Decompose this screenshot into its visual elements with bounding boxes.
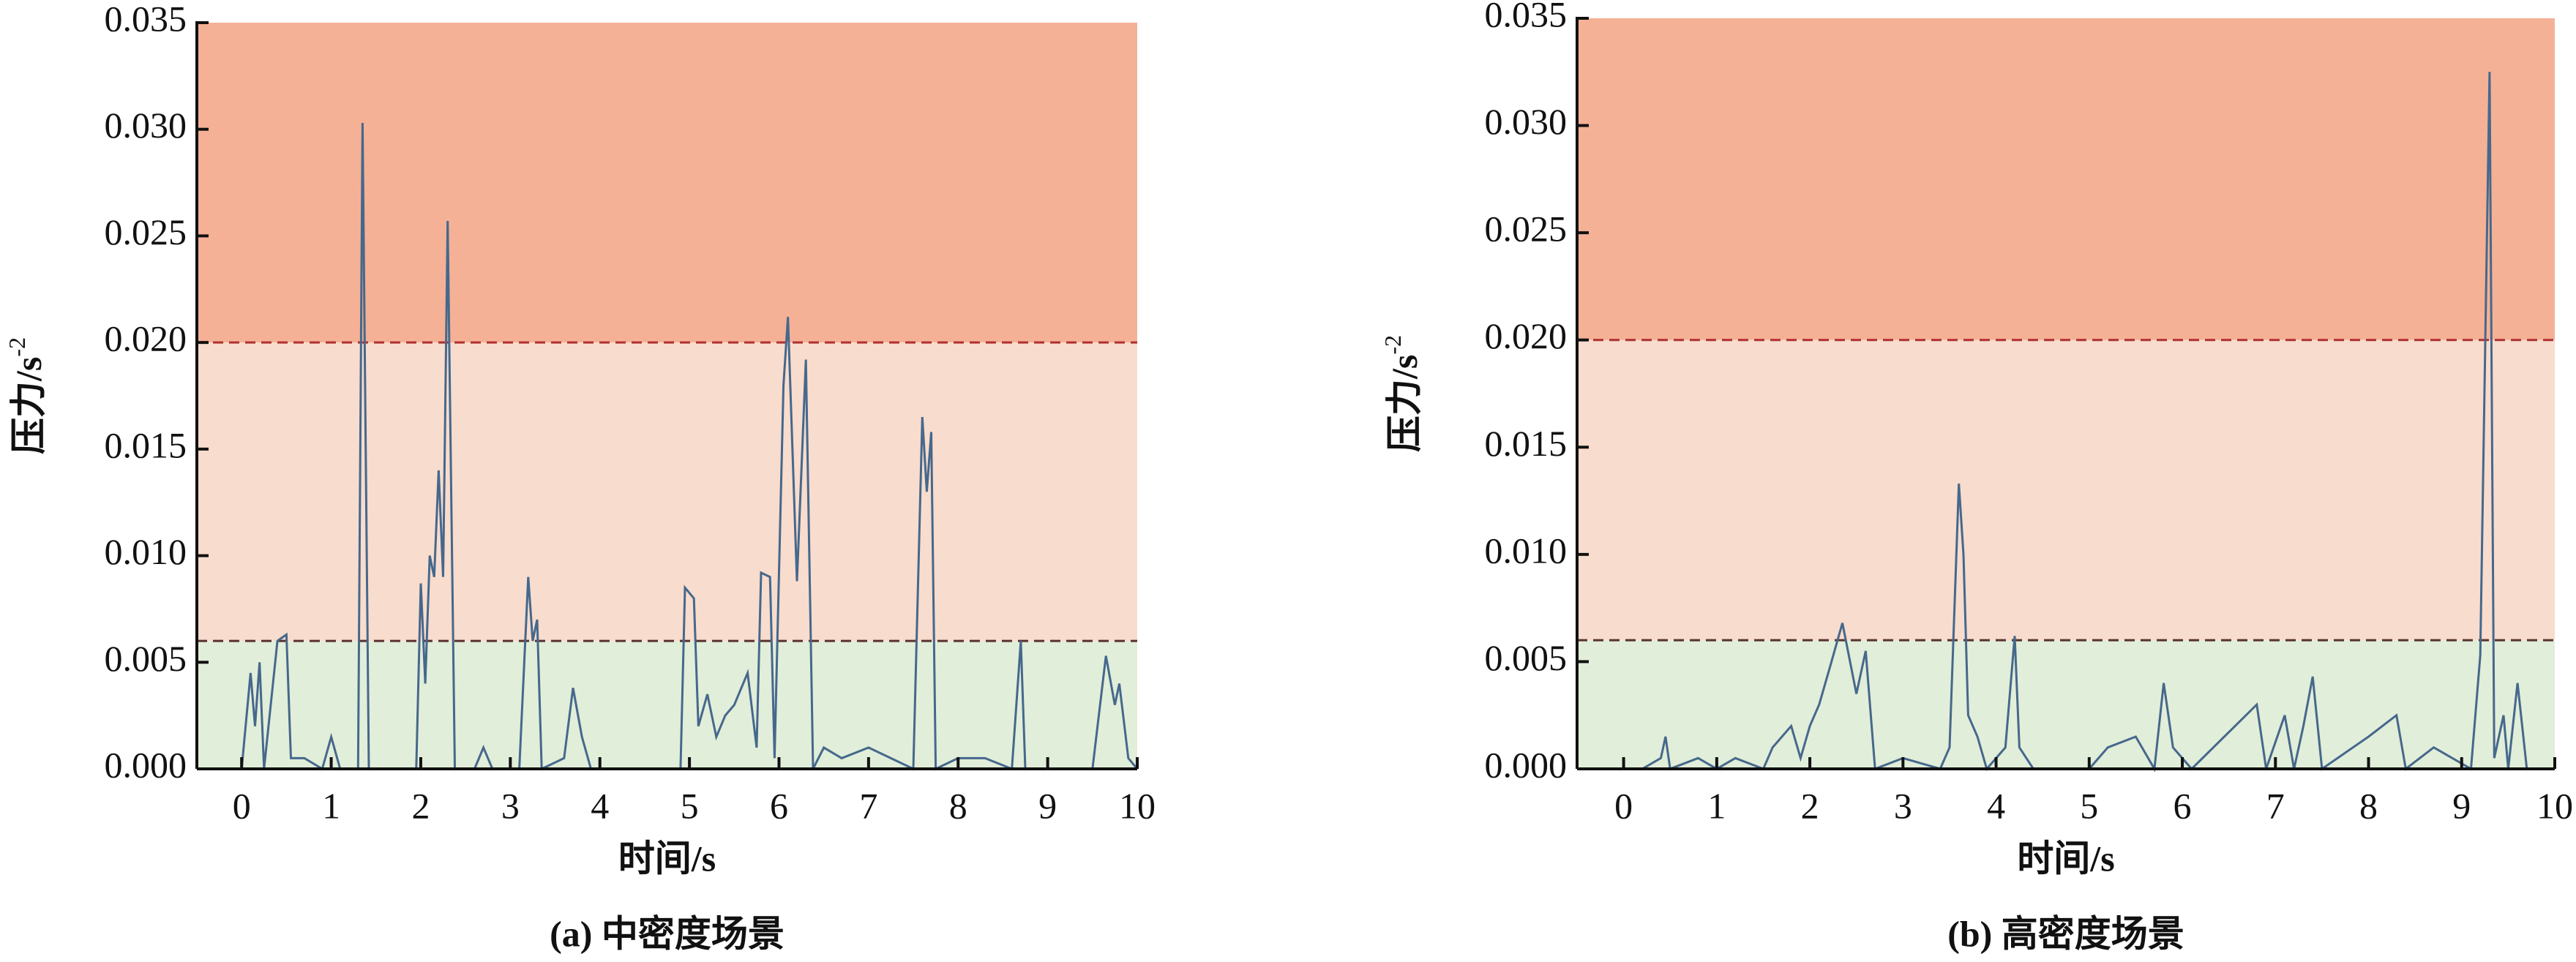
x-tick-label: 7 <box>2266 785 2285 826</box>
y-tick-label: 0.035 <box>1485 0 1568 34</box>
y-tick-label: 0.030 <box>105 105 187 146</box>
x-tick-label: 0 <box>233 785 251 826</box>
x-tick-label: 5 <box>2080 785 2098 826</box>
zone-band <box>1577 18 2555 340</box>
x-tick-label: 3 <box>501 785 520 826</box>
x-tick-label: 4 <box>591 785 609 826</box>
y-tick-label: 0.020 <box>105 318 187 359</box>
y-tick-label: 0.010 <box>1485 530 1568 571</box>
y-axis-label: 压力/s-2 <box>4 337 49 454</box>
y-axis-label-main: 压力/s <box>1384 355 1425 452</box>
x-tick-label: 8 <box>949 785 967 826</box>
caption: (b) 高密度场景 <box>1947 913 2184 954</box>
zone-band <box>1577 640 2555 769</box>
y-tick-label: 0.025 <box>105 211 187 252</box>
y-tick-label: 0.000 <box>1485 744 1568 785</box>
zone-band <box>197 641 1137 769</box>
y-axis-label: 压力/s-2 <box>1379 335 1425 452</box>
y-tick-label: 0.020 <box>1485 315 1568 356</box>
x-tick-label: 4 <box>1987 785 2005 826</box>
x-tick-label: 10 <box>1119 785 1156 826</box>
caption: (a) 中密度场景 <box>550 913 785 954</box>
x-tick-label: 1 <box>1707 785 1726 826</box>
x-tick-label: 2 <box>411 785 430 826</box>
x-tick-label: 10 <box>2536 785 2573 826</box>
y-tick-label: 0.015 <box>105 424 187 465</box>
y-tick-label: 0.010 <box>105 531 187 572</box>
x-tick-label: 9 <box>1038 785 1057 826</box>
data-line <box>1641 72 2528 773</box>
x-tick-label: 9 <box>2452 785 2471 826</box>
zone-band <box>197 23 1137 343</box>
x-tick-label: 6 <box>770 785 788 826</box>
y-tick-label: 0.005 <box>105 638 187 679</box>
x-axis-label: 时间/s <box>618 838 716 879</box>
y-tick-label: 0.005 <box>1485 637 1568 678</box>
x-tick-label: 1 <box>322 785 340 826</box>
y-axis-label-main: 压力/s <box>8 357 49 454</box>
x-tick-label: 2 <box>1801 785 1819 826</box>
y-axis-label-sup: -2 <box>4 337 30 357</box>
x-tick-label: 8 <box>2359 785 2378 826</box>
y-tick-label: 0.030 <box>1485 101 1568 142</box>
chart: 0.000 0.005 0.010 0.015 0.020 0.025 0.030 0.035… <box>1379 0 2573 954</box>
zone-band <box>1577 339 2555 641</box>
chart: 0.000 0.005 0.010 0.015 0.020 0.025 0.030 0.035… <box>4 0 1156 954</box>
x-tick-label: 0 <box>1614 785 1633 826</box>
x-tick-label: 5 <box>681 785 699 826</box>
x-tick-label: 3 <box>1894 785 1912 826</box>
y-tick-label: 0.025 <box>1485 208 1568 249</box>
y-tick-label: 0.035 <box>105 0 187 39</box>
y-tick-label: 0.000 <box>105 744 187 785</box>
y-tick-label: 0.015 <box>1485 423 1568 464</box>
zone-band <box>197 342 1137 642</box>
x-tick-label: 6 <box>2174 785 2192 826</box>
y-axis-label-sup: -2 <box>1379 335 1406 355</box>
x-tick-label: 7 <box>859 785 877 826</box>
x-axis-label: 时间/s <box>2017 838 2114 879</box>
